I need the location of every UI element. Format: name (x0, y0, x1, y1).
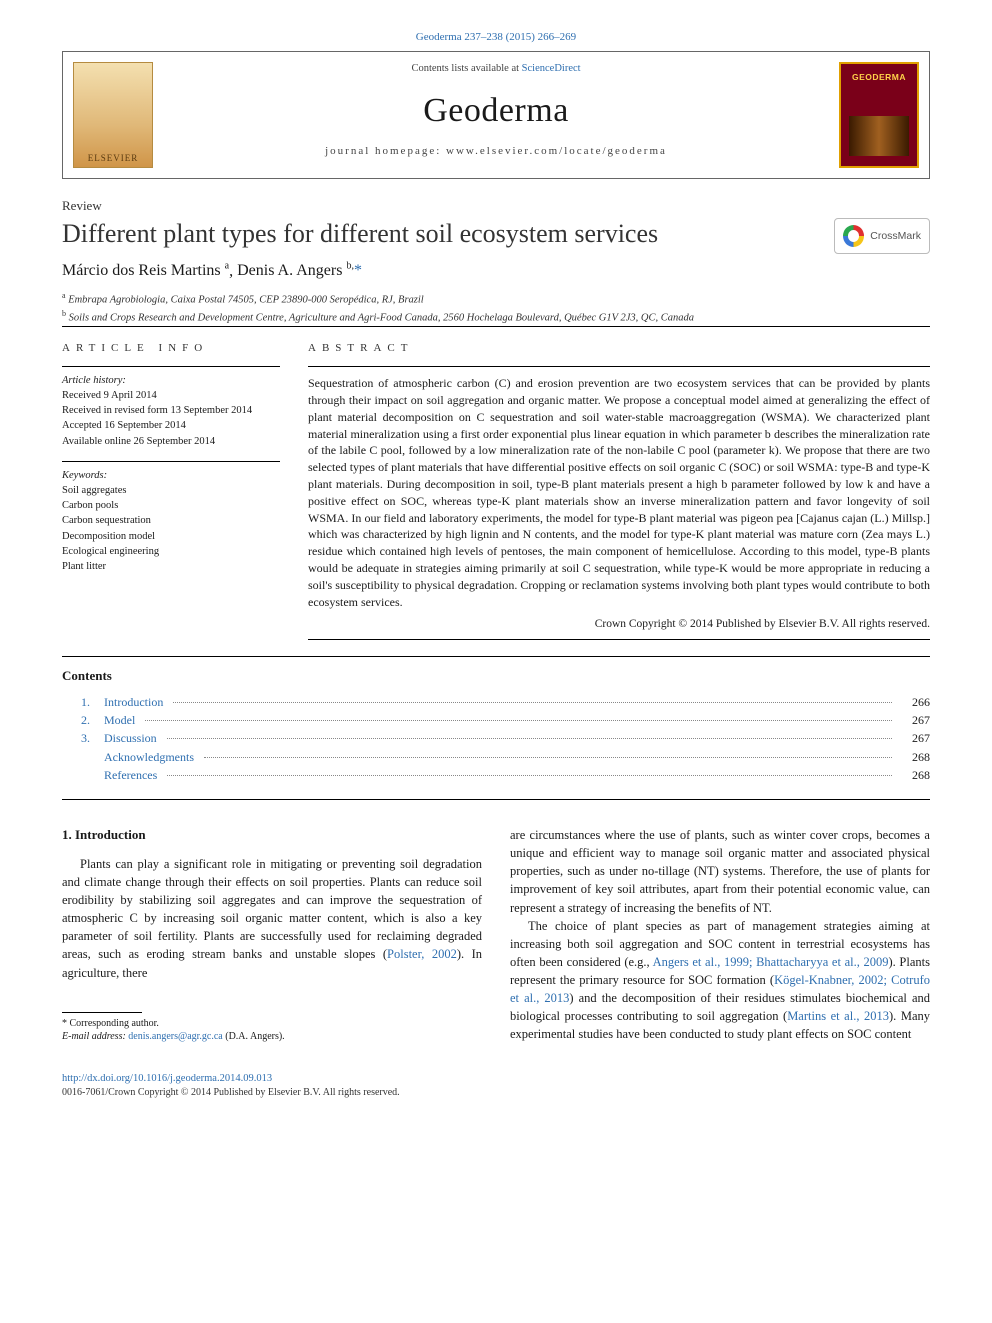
toc-link[interactable]: Introduction (104, 694, 169, 710)
toc-num: 1. (62, 694, 90, 710)
toc-dots (167, 738, 892, 739)
article-info-heading: article info (62, 341, 280, 356)
contents-heading: Contents (62, 667, 930, 685)
paper-title: Different plant types for different soil… (62, 218, 658, 249)
toc-page: 268 (896, 767, 930, 783)
author-list: Márcio dos Reis Martins a, Denis A. Ange… (62, 260, 930, 282)
abstract-copyright: Crown Copyright © 2014 Published by Else… (308, 616, 930, 632)
affiliation-b: b Soils and Crops Research and Developme… (62, 308, 930, 326)
elsevier-tree-icon (73, 62, 153, 168)
crossmark-badge[interactable]: CrossMark (834, 218, 930, 254)
journal-name: Geoderma (163, 88, 829, 134)
article-info-column: article info Article history: Received 9… (62, 341, 280, 640)
history-line: Received 9 April 2014 (62, 388, 280, 403)
intro-para-1: Plants can play a significant role in mi… (62, 855, 482, 982)
ref-link[interactable]: Polster, 2002 (387, 947, 457, 961)
document-type: Review (62, 197, 930, 215)
toc-num: . (62, 749, 90, 765)
doi-line: http://dx.doi.org/10.1016/j.geoderma.201… (62, 1072, 930, 1086)
crossmark-label: CrossMark (870, 229, 921, 243)
author-1: Márcio dos Reis Martins a (62, 262, 229, 279)
history-line: Accepted 16 September 2014 (62, 418, 280, 433)
toc-num: 3. (62, 730, 90, 746)
author-2: Denis A. Angers b,* (237, 262, 362, 279)
doi-link[interactable]: http://dx.doi.org/10.1016/j.geoderma.201… (62, 1073, 272, 1084)
toc-row: 2. Model 267 (62, 712, 930, 728)
footnote-separator (62, 1012, 142, 1013)
abstract-heading: abstract (308, 341, 930, 356)
keyword: Carbon sequestration (62, 513, 280, 528)
elsevier-logo (63, 52, 163, 178)
toc-link[interactable]: Acknowledgments (104, 749, 200, 765)
ref-link[interactable]: Martins et al., 2013 (787, 1009, 889, 1023)
toc-row: . References 268 (62, 767, 930, 783)
citation-link[interactable]: Geoderma 237–238 (2015) 266–269 (416, 31, 576, 43)
toc-page: 268 (896, 749, 930, 765)
keyword: Carbon pools (62, 498, 280, 513)
toc-num: 2. (62, 712, 90, 728)
keyword: Plant litter (62, 559, 280, 574)
cover-icon (839, 62, 919, 168)
journal-homepage: journal homepage: www.elsevier.com/locat… (163, 144, 829, 159)
history-label: Article history: (62, 373, 280, 388)
email-link[interactable]: denis.angers@agr.gc.ca (128, 1031, 222, 1042)
citation-line: Geoderma 237–238 (2015) 266–269 (62, 30, 930, 45)
journal-header: Contents lists available at ScienceDirec… (62, 51, 930, 179)
right-column: are circumstances where the use of plant… (510, 826, 930, 1044)
toc-dots (173, 702, 892, 703)
intro-para-2: The choice of plant species as part of m… (510, 917, 930, 1044)
journal-cover-thumb (829, 52, 929, 178)
abstract-column: abstract Sequestration of atmospheric ca… (308, 341, 930, 640)
toc-page: 267 (896, 712, 930, 728)
toc-page: 267 (896, 730, 930, 746)
toc-dots (167, 775, 892, 776)
toc-num: . (62, 767, 90, 783)
keyword: Ecological engineering (62, 544, 280, 559)
toc-link[interactable]: References (104, 767, 163, 783)
left-column: 1. Introduction Plants can play a signif… (62, 826, 482, 1044)
header-center: Contents lists available at ScienceDirec… (163, 52, 829, 178)
toc-link[interactable]: Discussion (104, 730, 163, 746)
toc-row: . Acknowledgments 268 (62, 749, 930, 765)
section-heading-intro: 1. Introduction (62, 826, 482, 845)
toc-row: 3. Discussion 267 (62, 730, 930, 746)
keyword: Soil aggregates (62, 483, 280, 498)
corresponding-label: * Corresponding author. (62, 1017, 482, 1030)
keywords-label: Keywords: (62, 468, 280, 483)
toc-dots (145, 720, 892, 721)
toc-dots (204, 757, 892, 758)
toc-page: 266 (896, 694, 930, 710)
history-line: Available online 26 September 2014 (62, 434, 280, 449)
homepage-prefix: journal homepage: (325, 145, 446, 157)
toc-row: 1. Introduction 266 (62, 694, 930, 710)
contents-prefix: Contents lists available at (411, 63, 521, 74)
intro-para-1-cont: are circumstances where the use of plant… (510, 826, 930, 917)
ref-link[interactable]: Angers et al., 1999; Bhattacharyya et al… (653, 955, 889, 969)
contents-lists-line: Contents lists available at ScienceDirec… (163, 62, 829, 76)
corresponding-star-link[interactable]: * (354, 262, 362, 279)
footer-copyright: 0016-7061/Crown Copyright © 2014 Publish… (62, 1086, 930, 1100)
crossmark-icon (843, 225, 864, 247)
body-columns: 1. Introduction Plants can play a signif… (62, 826, 930, 1044)
homepage-url[interactable]: www.elsevier.com/locate/geoderma (446, 145, 667, 157)
affiliation-a: a Embrapa Agrobiologia, Caixa Postal 745… (62, 290, 930, 308)
abstract-text: Sequestration of atmospheric carbon (C) … (308, 375, 930, 610)
history-line: Received in revised form 13 September 20… (62, 403, 280, 418)
email-paren: (D.A. Angers). (225, 1031, 284, 1042)
email-label: E-mail address: (62, 1031, 126, 1042)
sciencedirect-link[interactable]: ScienceDirect (522, 63, 581, 74)
toc-link[interactable]: Model (104, 712, 141, 728)
corresponding-footnote: * Corresponding author. E-mail address: … (62, 1017, 482, 1043)
keyword: Decomposition model (62, 529, 280, 544)
table-of-contents: 1. Introduction 266 2. Model 267 3. Disc… (62, 694, 930, 783)
